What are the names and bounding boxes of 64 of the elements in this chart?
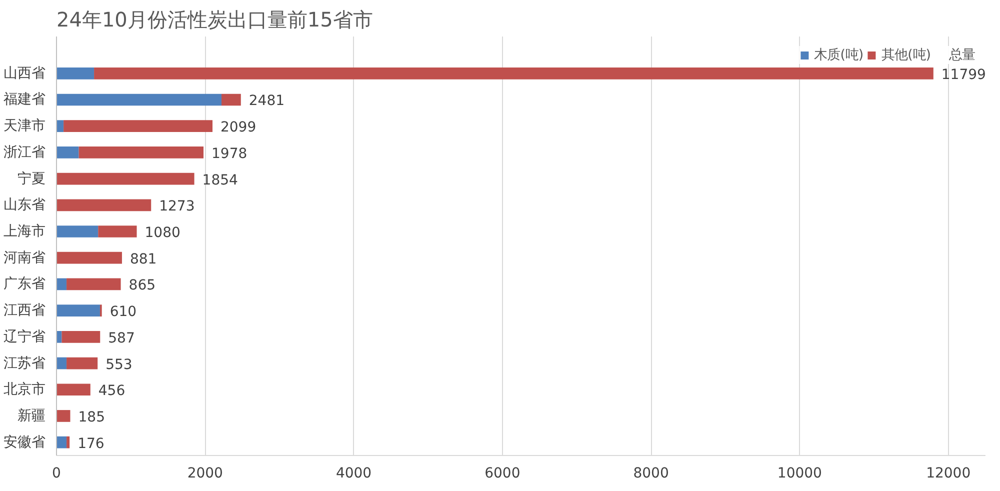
chart-title: 24年10月份活性炭出口量前15省市: [56, 8, 373, 32]
text: 总量: [949, 47, 975, 64]
bar: [56, 67, 94, 80]
y-tick-label: 山东省: [4, 197, 46, 214]
y-tick-label: 宁夏: [18, 170, 46, 187]
y-tick-label: 浙江省: [4, 144, 46, 160]
y-tick-label: 辽宁省: [4, 328, 46, 345]
bar: [56, 146, 79, 158]
total-label: 553: [106, 356, 132, 373]
bar: [56, 436, 67, 448]
bar: [56, 278, 67, 290]
bar: [56, 410, 70, 422]
y-tick-label: 江苏省: [4, 355, 46, 372]
bar: [66, 436, 70, 448]
legend-label: 其他(吨): [882, 46, 931, 64]
total-label: 610: [110, 304, 137, 320]
bar: [56, 199, 152, 212]
total-label: 1854: [202, 172, 238, 188]
total-label: 1080: [144, 225, 180, 242]
bar: [94, 67, 934, 80]
total-label: 456: [98, 383, 126, 400]
total-label: 2099: [220, 120, 256, 136]
legend-label: 木质(吨): [814, 46, 864, 64]
x-tick-label: 8000: [633, 466, 669, 482]
y-tick-label: 天津市: [4, 118, 46, 134]
y-tick-label: 山西省: [4, 65, 46, 82]
bar: [78, 146, 204, 158]
bar: [56, 304, 100, 316]
y-tick-label: 上海市: [4, 224, 46, 240]
x-tick-label: 6000: [484, 466, 520, 482]
x-tick-label: 4000: [336, 466, 372, 482]
bar: [221, 94, 241, 106]
y-tick-label: 河南省: [4, 250, 46, 266]
bar: [62, 330, 100, 343]
total-label: 185: [78, 409, 105, 426]
y-tick-label: 广东省: [4, 276, 46, 292]
total-label: 2481: [248, 93, 285, 110]
total-label: 881: [130, 251, 157, 268]
total-label: 865: [128, 278, 156, 294]
bar: [56, 252, 122, 264]
y-tick-label: 北京市: [4, 382, 46, 398]
bar: [56, 357, 67, 370]
x-tick-label: 0: [52, 466, 61, 482]
y-tick-label: 安徽省: [4, 434, 46, 450]
x-tick-label: 12000: [926, 466, 971, 482]
bar: [56, 120, 64, 132]
y-tick-label: 江西省: [4, 302, 46, 319]
bar: [64, 120, 212, 132]
total-label: 587: [108, 330, 135, 346]
y-tick-label: 福建省: [4, 92, 46, 108]
x-tick-label: 2000: [187, 466, 223, 482]
y-tick-label: 新疆: [18, 408, 46, 424]
x-tick-label: 10000: [777, 466, 822, 482]
total-label: 1978: [212, 146, 248, 162]
bar: [98, 226, 137, 238]
total-label: 1273: [159, 198, 195, 215]
total-label: 11799: [941, 66, 986, 83]
bar: [66, 357, 98, 370]
bar: [56, 226, 98, 238]
total-label: 176: [78, 436, 104, 452]
bar: [56, 384, 90, 396]
bar: [56, 172, 194, 185]
bar: [56, 94, 222, 106]
bar: [66, 278, 121, 290]
